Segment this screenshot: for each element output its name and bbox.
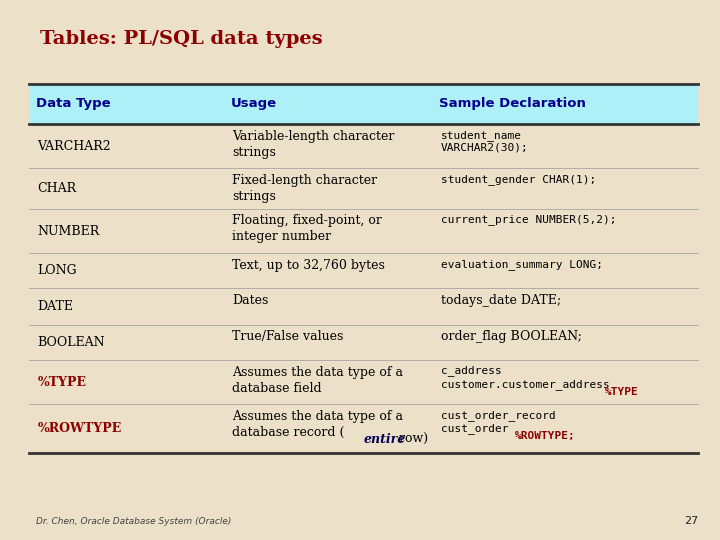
Text: VARCHAR2: VARCHAR2 bbox=[37, 140, 111, 153]
Text: todays_date DATE;: todays_date DATE; bbox=[441, 294, 561, 307]
Text: DATE: DATE bbox=[37, 300, 73, 313]
Text: 27: 27 bbox=[684, 516, 698, 526]
Text: Fixed-length character
strings: Fixed-length character strings bbox=[232, 174, 377, 203]
Text: cust_order_record
cust_order: cust_order_record cust_order bbox=[441, 410, 555, 434]
Text: student_gender CHAR(1);: student_gender CHAR(1); bbox=[441, 174, 596, 185]
Text: Data Type: Data Type bbox=[36, 97, 111, 111]
Text: LONG: LONG bbox=[37, 264, 77, 278]
Text: Dates: Dates bbox=[232, 294, 269, 307]
Text: Tables: PL/SQL data types: Tables: PL/SQL data types bbox=[40, 30, 323, 48]
Text: evaluation_summary LONG;: evaluation_summary LONG; bbox=[441, 259, 603, 269]
Text: student_name
VARCHAR2(30);: student_name VARCHAR2(30); bbox=[441, 130, 528, 153]
Text: Variable-length character
strings: Variable-length character strings bbox=[232, 130, 395, 159]
Bar bbox=[29, 84, 698, 124]
Text: order_flag BOOLEAN;: order_flag BOOLEAN; bbox=[441, 330, 582, 343]
Text: current_price NUMBER(5,2);: current_price NUMBER(5,2); bbox=[441, 214, 616, 225]
Text: %TYPE: %TYPE bbox=[37, 376, 86, 389]
Text: %TYPE: %TYPE bbox=[605, 387, 639, 397]
Text: entire: entire bbox=[364, 433, 406, 446]
Text: Assumes the data type of a
database field: Assumes the data type of a database fiel… bbox=[232, 366, 403, 395]
Text: c_address
customer.customer_address: c_address customer.customer_address bbox=[441, 366, 609, 390]
Text: Assumes the data type of a
database record (: Assumes the data type of a database reco… bbox=[232, 410, 403, 439]
Text: NUMBER: NUMBER bbox=[37, 225, 99, 238]
Text: BOOLEAN: BOOLEAN bbox=[37, 336, 105, 349]
Text: Usage: Usage bbox=[230, 97, 276, 111]
Text: Sample Declaration: Sample Declaration bbox=[439, 97, 586, 111]
Text: True/False values: True/False values bbox=[232, 330, 343, 343]
Text: CHAR: CHAR bbox=[37, 182, 76, 195]
Text: row): row) bbox=[395, 433, 428, 446]
Text: %ROWTYPE;: %ROWTYPE; bbox=[515, 431, 575, 442]
Text: Text, up to 32,760 bytes: Text, up to 32,760 bytes bbox=[232, 259, 384, 272]
Text: Dr. Chen, Oracle Database System (Oracle): Dr. Chen, Oracle Database System (Oracle… bbox=[36, 517, 231, 526]
Text: %ROWTYPE: %ROWTYPE bbox=[37, 422, 122, 435]
Text: Floating, fixed-point, or
integer number: Floating, fixed-point, or integer number bbox=[232, 214, 382, 244]
